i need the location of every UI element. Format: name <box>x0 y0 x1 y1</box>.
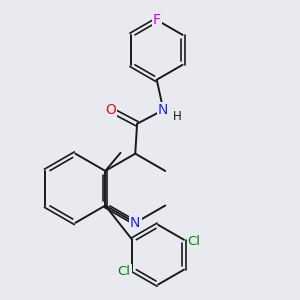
Text: O: O <box>105 103 116 117</box>
Text: N: N <box>158 103 169 117</box>
Text: H: H <box>173 110 182 123</box>
Text: N: N <box>130 216 140 230</box>
Text: Cl: Cl <box>118 265 131 278</box>
Text: F: F <box>153 13 161 27</box>
Text: Cl: Cl <box>188 235 201 248</box>
